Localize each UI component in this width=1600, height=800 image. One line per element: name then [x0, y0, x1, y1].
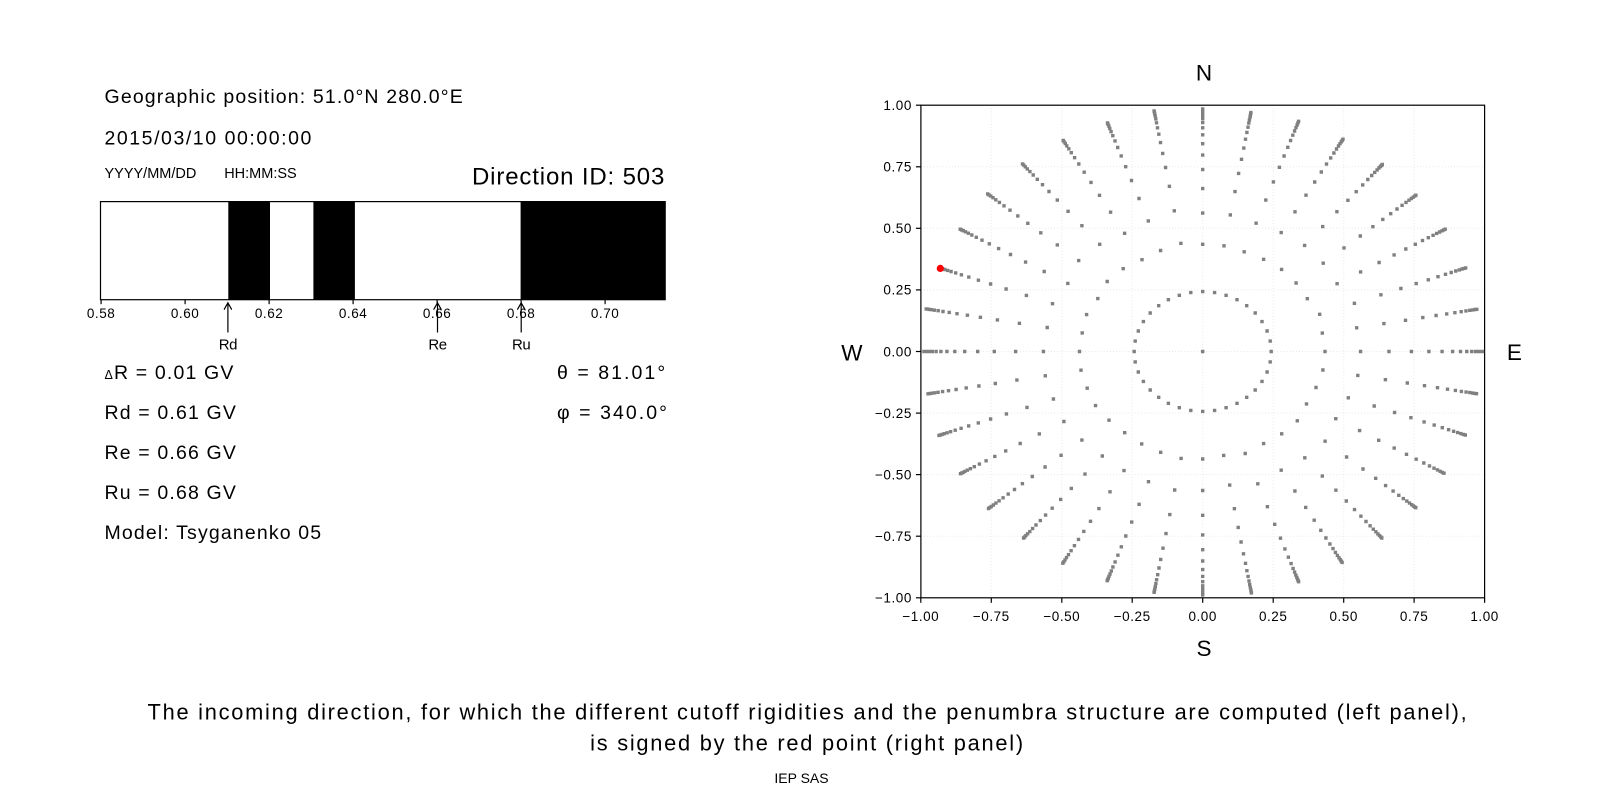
svg-text:Rd: Rd — [219, 336, 237, 353]
svg-text:−0.25: −0.25 — [1114, 609, 1151, 624]
svg-text:1.00: 1.00 — [1470, 609, 1498, 624]
svg-text:2015/03/10 00:00:00: 2015/03/10 00:00:00 — [105, 128, 313, 150]
svg-text:0.66: 0.66 — [423, 306, 451, 321]
svg-text:HH:MM:SS: HH:MM:SS — [224, 166, 297, 182]
svg-text:0.75: 0.75 — [883, 160, 911, 175]
svg-text:S: S — [1196, 636, 1211, 661]
svg-text:Ru: Ru — [512, 336, 530, 353]
svg-text:−0.50: −0.50 — [875, 467, 912, 482]
svg-text:0.50: 0.50 — [1329, 609, 1357, 624]
svg-text:−0.50: −0.50 — [1043, 609, 1080, 624]
svg-text:Re = 0.66 GV: Re = 0.66 GV — [105, 442, 238, 464]
svg-text:0.70: 0.70 — [591, 306, 619, 321]
svg-text:−1.00: −1.00 — [875, 591, 912, 606]
svg-text:YYYY/MM/DD: YYYY/MM/DD — [105, 166, 197, 182]
svg-text:is signed by the red point (ri: is signed by the red point (right panel) — [590, 731, 1025, 756]
svg-text:Geographic position: 51.0°N 28: Geographic position: 51.0°N 280.0°E — [105, 86, 464, 108]
svg-text:1.00: 1.00 — [883, 98, 911, 113]
svg-text:0.62: 0.62 — [255, 306, 283, 321]
svg-text:Re: Re — [428, 336, 446, 353]
svg-text:θ = 81.01°: θ = 81.01° — [557, 362, 667, 384]
svg-text:0.25: 0.25 — [883, 283, 911, 298]
svg-text:Ru = 0.68 GV: Ru = 0.68 GV — [105, 482, 238, 504]
svg-text:0.75: 0.75 — [1400, 609, 1428, 624]
svg-text:0.58: 0.58 — [87, 306, 115, 321]
svg-text:−0.25: −0.25 — [875, 406, 912, 421]
svg-text:E: E — [1507, 340, 1522, 365]
svg-text:0.60: 0.60 — [171, 306, 199, 321]
svg-text:Model: Tsyganenko 05: Model: Tsyganenko 05 — [105, 522, 323, 544]
svg-text:N: N — [1196, 60, 1212, 85]
svg-text:ΔR = 0.01 GV: ΔR = 0.01 GV — [105, 362, 235, 384]
svg-text:IEP SAS: IEP SAS — [774, 770, 828, 786]
svg-text:0.00: 0.00 — [1188, 609, 1216, 624]
svg-text:0.00: 0.00 — [883, 344, 911, 359]
svg-text:0.25: 0.25 — [1259, 609, 1287, 624]
svg-text:W: W — [841, 340, 863, 365]
svg-text:0.64: 0.64 — [339, 306, 367, 321]
svg-text:The incoming direction, for wh: The incoming direction, for which the di… — [148, 700, 1469, 725]
svg-text:−0.75: −0.75 — [875, 529, 912, 544]
svg-text:φ = 340.0°: φ = 340.0° — [557, 402, 669, 424]
svg-text:0.50: 0.50 — [883, 221, 911, 236]
svg-text:Rd = 0.61 GV: Rd = 0.61 GV — [105, 402, 238, 424]
svg-text:Direction ID: 503: Direction ID: 503 — [472, 164, 665, 191]
svg-text:−0.75: −0.75 — [973, 609, 1010, 624]
svg-text:−1.00: −1.00 — [902, 609, 939, 624]
